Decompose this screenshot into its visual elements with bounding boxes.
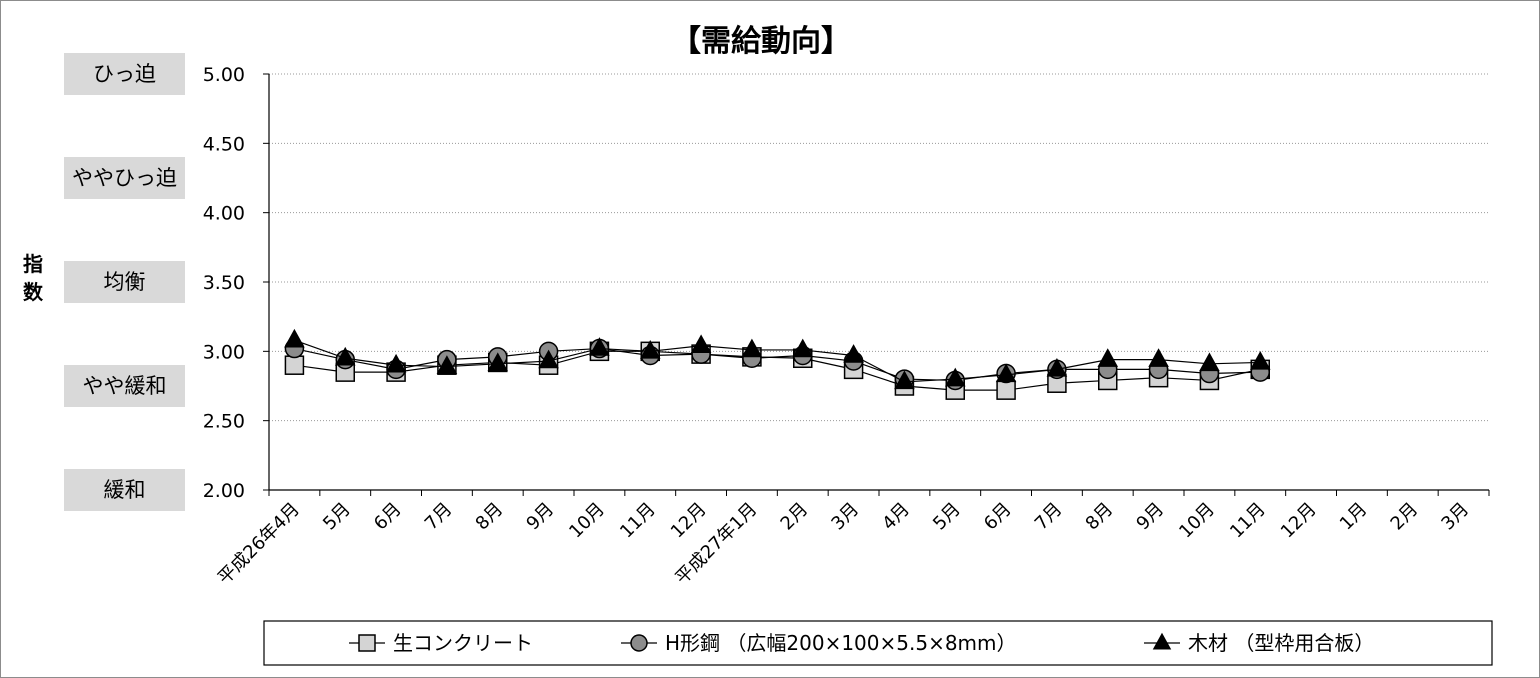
band-label: ややひっ迫 bbox=[64, 157, 185, 199]
data-point bbox=[358, 634, 376, 652]
x-tick-label: 10月 bbox=[565, 499, 609, 543]
band-label-text: 緩和 bbox=[104, 478, 146, 502]
x-tick-label: 1月 bbox=[1336, 499, 1372, 535]
band-label: 均衡 bbox=[64, 261, 185, 303]
x-tick-label: 7月 bbox=[1031, 499, 1067, 535]
band-label-box bbox=[64, 365, 185, 407]
x-tick-label: 2月 bbox=[777, 499, 813, 535]
band-label-box bbox=[64, 53, 185, 95]
band-label-box bbox=[64, 157, 185, 199]
data-point bbox=[944, 367, 966, 387]
x-tick-label: 平成26年4月 bbox=[214, 499, 304, 589]
x-tick-label: 9月 bbox=[522, 499, 558, 535]
y-tick-labels: 2.00 2.50 3.00 3.50 4.00 4.50 5.00 bbox=[203, 64, 245, 502]
series-lines bbox=[284, 328, 1271, 400]
data-point bbox=[792, 338, 814, 358]
legend-label: 木材 （型枠用合板） bbox=[1188, 631, 1374, 655]
data-point bbox=[538, 349, 559, 369]
data-point bbox=[1046, 357, 1068, 377]
axes bbox=[263, 73, 1490, 496]
data-point bbox=[1199, 352, 1220, 372]
legend-item: 生コンクリート bbox=[349, 631, 533, 655]
series-circle bbox=[284, 338, 1270, 391]
data-point bbox=[996, 380, 1016, 400]
band-label-text: やや緩和 bbox=[83, 374, 167, 398]
y-tick-label: 2.00 bbox=[203, 480, 245, 502]
band-label: やや緩和 bbox=[64, 365, 185, 407]
y-tick-label: 5.00 bbox=[203, 64, 245, 86]
data-point bbox=[385, 353, 407, 373]
y-tick-label: 4.00 bbox=[203, 203, 245, 225]
band-label: ひっ迫 bbox=[64, 53, 185, 95]
x-tick-label: 3月 bbox=[1437, 499, 1473, 535]
y-axis-label-char: 指 bbox=[23, 252, 43, 276]
data-point bbox=[741, 338, 763, 358]
data-point bbox=[995, 363, 1017, 383]
y-axis-label: 指数 bbox=[23, 252, 44, 304]
x-tick-label: 12月 bbox=[667, 499, 711, 543]
x-tick-label: 11月 bbox=[1226, 499, 1270, 543]
legend-label: 生コンクリート bbox=[393, 631, 533, 655]
data-point bbox=[690, 334, 712, 354]
gridlines bbox=[269, 73, 1489, 422]
data-point bbox=[1148, 348, 1169, 367]
data-point bbox=[639, 339, 661, 359]
data-point bbox=[284, 328, 305, 348]
y-tick-label: 4.50 bbox=[203, 133, 245, 155]
x-tick-label: 5月 bbox=[319, 499, 355, 535]
series-line bbox=[294, 339, 1261, 383]
data-point bbox=[894, 370, 915, 390]
data-point bbox=[284, 355, 305, 375]
data-point bbox=[589, 337, 610, 356]
band-label: 緩和 bbox=[64, 469, 185, 511]
legend-item: H形鋼 （広幅200×100×5.5×8mm） bbox=[621, 631, 1017, 655]
data-point bbox=[436, 355, 458, 374]
data-point bbox=[1152, 632, 1172, 650]
x-tick-label: 8月 bbox=[1082, 499, 1118, 535]
x-tick-label: 4月 bbox=[878, 499, 914, 535]
x-tick-label: 6月 bbox=[370, 499, 406, 535]
legend: 生コンクリート H形鋼 （広幅200×100×5.5×8mm） 木材 （型枠用合板） bbox=[263, 620, 1493, 666]
y-axis-label-char: 数 bbox=[23, 280, 44, 304]
data-point bbox=[334, 346, 356, 366]
x-tick-label: 12月 bbox=[1277, 499, 1321, 543]
band-label-text: ひっ迫 bbox=[93, 62, 156, 86]
band-label-text: ややひっ迫 bbox=[72, 166, 177, 190]
legend-item: 木材 （型枠用合板） bbox=[1144, 631, 1374, 655]
data-point bbox=[843, 344, 864, 363]
x-tick-label: 7月 bbox=[421, 499, 457, 535]
x-tick-label: 8月 bbox=[472, 499, 508, 535]
x-tick-label: 9月 bbox=[1132, 499, 1168, 535]
x-tick-label: 6月 bbox=[980, 499, 1016, 535]
band-label-box bbox=[64, 261, 185, 303]
x-tick-label: 2月 bbox=[1387, 499, 1423, 535]
series-triangle bbox=[284, 328, 1271, 390]
y-tick-label: 3.50 bbox=[203, 272, 245, 294]
x-tick-label: 10月 bbox=[1175, 499, 1219, 543]
legend-box bbox=[263, 620, 1493, 666]
data-point bbox=[630, 634, 648, 652]
data-point bbox=[1249, 351, 1271, 370]
x-tick-label: 11月 bbox=[616, 499, 660, 543]
chart-title: 【需給動向】 bbox=[671, 24, 851, 59]
x-tick-label: 5月 bbox=[929, 499, 965, 535]
data-point bbox=[487, 352, 509, 372]
data-point bbox=[1097, 348, 1119, 367]
x-tick-label: 3月 bbox=[827, 499, 863, 535]
band-label-text: 均衡 bbox=[104, 270, 146, 294]
y-tick-label: 2.50 bbox=[203, 411, 245, 433]
legend-label: H形鋼 （広幅200×100×5.5×8mm） bbox=[665, 631, 1017, 655]
band-label-box bbox=[64, 469, 185, 511]
y-tick-label: 3.00 bbox=[203, 341, 245, 363]
